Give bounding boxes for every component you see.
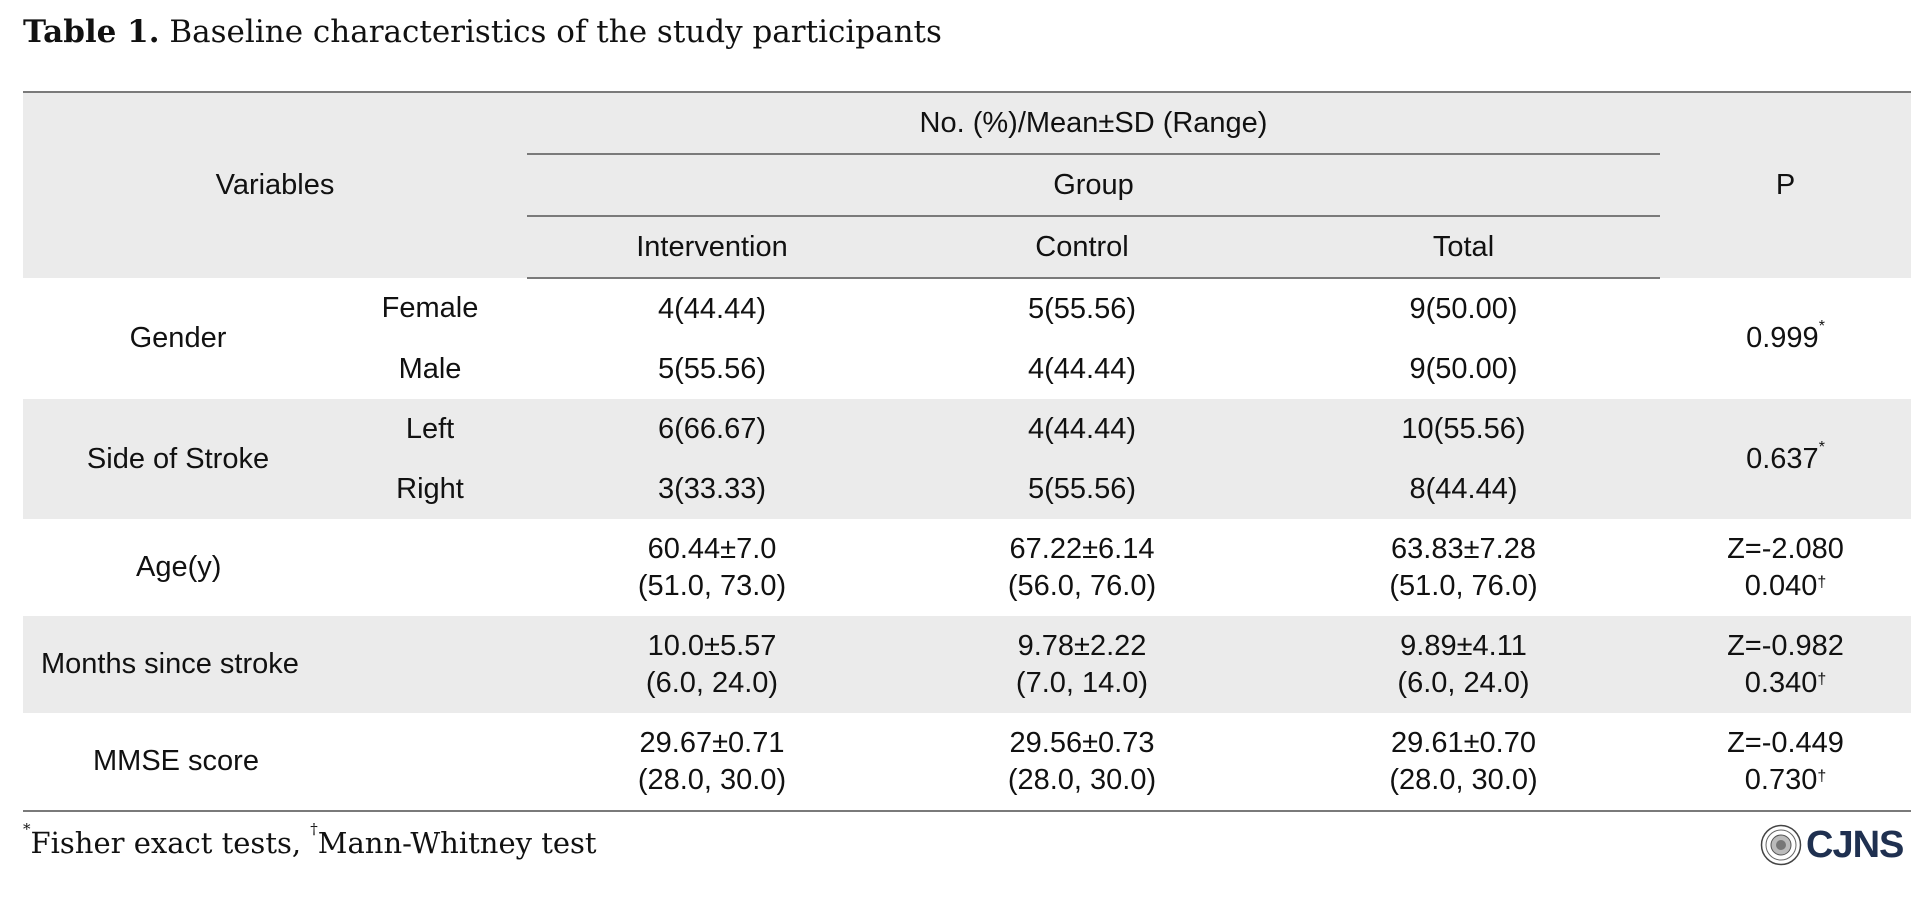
cell-female-control: 5(55.56) bbox=[1027, 292, 1136, 325]
sublabel-left: Left bbox=[333, 399, 527, 459]
cell-right-control: 5(55.56) bbox=[897, 459, 1267, 519]
mean-sd: 29.56±0.73 bbox=[1009, 726, 1155, 759]
cell-right-total: 8(44.44) bbox=[1267, 459, 1661, 519]
header-control: Control bbox=[897, 216, 1267, 279]
cell-male-total: 9(50.00) bbox=[1409, 352, 1518, 385]
baseline-table: Variables No. (%)/Mean±SD (Range) P Grou… bbox=[23, 91, 1912, 812]
table-title: Baseline characteristics of the study pa… bbox=[159, 14, 942, 50]
cell-months-total: 9.89±4.11 (6.0, 24.0) bbox=[1267, 616, 1661, 713]
row-label-age: Age(y) bbox=[136, 551, 222, 583]
cell-gender-p: 0.999* bbox=[1660, 278, 1911, 399]
mann-whitney-mark: † bbox=[1817, 767, 1827, 785]
range: (7.0, 14.0) bbox=[1015, 666, 1149, 699]
cell-right-intervention: 3(33.33) bbox=[527, 459, 897, 519]
mann-whitney-mark: † bbox=[1817, 670, 1827, 688]
range: (28.0, 30.0) bbox=[1007, 763, 1157, 796]
p-value: 0.999 bbox=[1746, 322, 1819, 354]
cell-mmse-p: Z=-0.449 0.730† bbox=[1660, 713, 1911, 811]
journal-seal-icon bbox=[1760, 824, 1802, 866]
table-row-mmse: MMSE score 29.67±0.71 (28.0, 30.0) 29.56±… bbox=[23, 713, 1911, 811]
p-value: 0.730 bbox=[1744, 763, 1818, 796]
mean-sd: 10.0±5.57 bbox=[647, 629, 777, 662]
table-number: Table 1. bbox=[23, 14, 160, 50]
cell-age-control: 67.22±6.14 (56.0, 76.0) bbox=[897, 519, 1267, 616]
range: (56.0, 76.0) bbox=[1007, 569, 1157, 602]
table-row-gender-female: Gender Female 4(44.44) 5(55.56) 9(50.00)… bbox=[23, 278, 1911, 354]
z-value: Z=-0.449 bbox=[1727, 726, 1844, 759]
row-label-months: Months since stroke bbox=[23, 616, 527, 713]
p-value: 0.040 bbox=[1744, 569, 1818, 602]
mann-whitney-mark: † bbox=[1817, 573, 1827, 591]
footnote-fisher: Fisher exact tests, bbox=[30, 826, 311, 860]
range: (6.0, 24.0) bbox=[1397, 666, 1530, 699]
cell-months-control: 9.78±2.22 (7.0, 14.0) bbox=[897, 616, 1267, 713]
cell-mmse-intervention: 29.67±0.71 (28.0, 30.0) bbox=[527, 713, 897, 811]
row-label-gender: Gender bbox=[129, 322, 227, 354]
cell-side-p: 0.637* bbox=[1660, 399, 1912, 519]
fisher-mark: * bbox=[1818, 318, 1825, 335]
cell-female-intervention: 4(44.44) bbox=[657, 292, 766, 325]
mean-sd: 29.67±0.71 bbox=[639, 726, 785, 759]
table-row-age: Age(y) 60.44±7.0 (51.0, 73.0) 67.22±6.14 (… bbox=[23, 519, 1911, 616]
z-value: Z=-2.080 bbox=[1727, 532, 1844, 565]
cell-mmse-total: 29.61±0.70 (28.0, 30.0) bbox=[1267, 713, 1660, 811]
table-row-gender-male: Male 5(55.56) 4(44.44) 9(50.00) bbox=[23, 339, 1911, 399]
p-value: 0.340 bbox=[1744, 666, 1818, 699]
cell-male-control: 4(44.44) bbox=[1027, 352, 1136, 385]
range: (51.0, 73.0) bbox=[637, 569, 787, 602]
table-row-months: Months since stroke 10.0±5.57 (6.0, 24.0)… bbox=[23, 616, 1912, 713]
cell-age-total: 63.83±7.28 (51.0, 76.0) bbox=[1267, 519, 1660, 616]
header-group: Group bbox=[527, 154, 1661, 217]
table-caption: Table 1. Baseline characteristics of the… bbox=[23, 14, 942, 50]
header-p: P bbox=[1660, 92, 1912, 278]
range: (51.0, 76.0) bbox=[1389, 569, 1538, 602]
cell-left-total: 10(55.56) bbox=[1267, 399, 1661, 459]
cell-age-intervention: 60.44±7.0 (51.0, 73.0) bbox=[527, 519, 897, 616]
table-row-side-left: Side of Stroke Left 6(66.67) 4(44.44) 10… bbox=[23, 399, 1912, 519]
cell-male-intervention: 5(55.56) bbox=[657, 352, 766, 385]
mean-sd: 60.44±7.0 bbox=[647, 532, 777, 565]
z-value: Z=-0.982 bbox=[1727, 629, 1844, 662]
header-total: Total bbox=[1267, 216, 1661, 279]
table-row-side-right: Right 3(33.33) 5(55.56) 8(44.44) bbox=[23, 459, 1911, 519]
sublabel-male: Male bbox=[398, 352, 462, 385]
cell-mmse-control: 29.56±0.73 (28.0, 30.0) bbox=[897, 713, 1267, 811]
table-footnote: *Fisher exact tests, †Mann-Whitney test bbox=[23, 820, 597, 860]
range: (28.0, 30.0) bbox=[1389, 763, 1538, 796]
cell-months-intervention: 10.0±5.57 (6.0, 24.0) bbox=[527, 616, 897, 713]
sublabel-right: Right bbox=[333, 459, 527, 519]
journal-logo: CJNS bbox=[1760, 820, 1904, 870]
fisher-mark: * bbox=[1818, 438, 1825, 456]
header-stat: No. (%)/Mean±SD (Range) bbox=[527, 92, 1661, 155]
cell-female-total: 9(50.00) bbox=[1409, 292, 1518, 325]
mean-sd: 63.83±7.28 bbox=[1391, 532, 1536, 565]
sublabel-female: Female bbox=[381, 292, 479, 324]
range: (6.0, 24.0) bbox=[645, 666, 779, 699]
header-variables: Variables bbox=[23, 92, 527, 278]
fisher-mark: * bbox=[23, 820, 31, 838]
row-label-mmse: MMSE score bbox=[93, 745, 259, 777]
cell-left-control: 4(44.44) bbox=[897, 399, 1267, 459]
row-label-side: Side of Stroke bbox=[23, 399, 333, 519]
mean-sd: 9.89±4.11 bbox=[1400, 629, 1527, 662]
cell-left-intervention: 6(66.67) bbox=[527, 399, 897, 459]
mean-sd: 29.61±0.70 bbox=[1391, 726, 1536, 759]
cell-age-p: Z=-2.080 0.040† bbox=[1660, 519, 1911, 616]
mann-whitney-mark: † bbox=[310, 820, 318, 838]
mean-sd: 9.78±2.22 bbox=[1017, 629, 1147, 662]
mean-sd: 67.22±6.14 bbox=[1009, 532, 1155, 565]
journal-logo-text: CJNS bbox=[1806, 823, 1904, 866]
footnote-mann-whitney: Mann-Whitney test bbox=[317, 826, 597, 860]
range: (28.0, 30.0) bbox=[637, 763, 787, 796]
p-value: 0.637 bbox=[1746, 442, 1819, 475]
header-intervention: Intervention bbox=[527, 216, 897, 279]
cell-months-p: Z=-0.982 0.340† bbox=[1660, 616, 1912, 713]
